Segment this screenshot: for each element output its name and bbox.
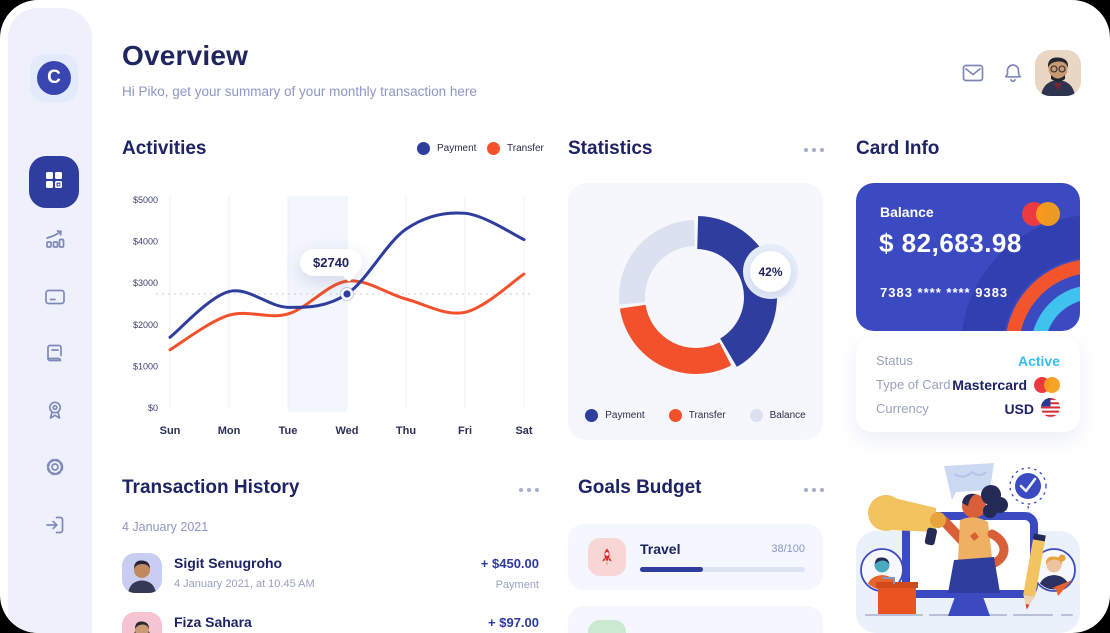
goal-item-travel[interactable]: Travel 38/100 (568, 524, 823, 590)
transaction-name: Sigit Senugroho (174, 555, 283, 571)
goal-item[interactable] (568, 606, 823, 633)
svg-text:$3000: $3000 (133, 278, 158, 288)
sidebar-item-analytics[interactable] (43, 228, 67, 252)
sidebar-item-invoices[interactable] (43, 341, 67, 365)
svg-text:$0: $0 (148, 403, 158, 413)
goals-title: Goals Budget (578, 477, 702, 498)
transactions-title: Transaction History (122, 477, 300, 498)
transaction-amount: + $97.00 (488, 615, 539, 630)
statistics-legend: Payment Transfer Balance (568, 409, 823, 422)
mail-icon[interactable] (961, 61, 985, 85)
transactions-menu-dots-icon[interactable] (515, 484, 543, 496)
transaction-amount: + $450.00 (480, 556, 539, 571)
balance-card[interactable]: Balance $ 82,683.98 7383 **** **** 9383 (856, 183, 1080, 331)
legend-item-payment: Payment (585, 409, 645, 422)
sidebar: C (8, 8, 92, 633)
transaction-row[interactable]: Fiza Sahara + $97.00 (122, 612, 539, 633)
transactions-date: 4 January 2021 (122, 520, 209, 534)
transaction-row[interactable]: Sigit Senugroho 4 January 2021, at 10.45… (122, 553, 539, 597)
activities-chart-svg: Sun Mon Tue Wed Thu Fri Sat $5000 $4000 $3000 $200… (133, 195, 534, 437)
currency-row: Currency USD (876, 397, 1060, 420)
chart-tooltip: $2740 (300, 249, 363, 276)
user-avatar[interactable] (1035, 50, 1081, 96)
goals-menu-dots-icon[interactable] (800, 484, 828, 496)
invoice-icon (43, 344, 67, 369)
page-subtitle: Hi Piko, get your summary of your monthl… (122, 84, 477, 99)
goal-label: Travel (640, 541, 681, 557)
balance-amount: $ 82,683.98 (879, 228, 1022, 258)
legend-item-balance: Balance (749, 409, 806, 422)
svg-text:Mon: Mon (218, 425, 241, 437)
activities-legend-payment: Payment (417, 142, 476, 155)
dashboard-grid-icon (43, 169, 65, 196)
svg-text:Fri: Fri (458, 425, 472, 437)
sidebar-item-rewards[interactable] (43, 398, 67, 422)
activities-line-chart[interactable]: Sun Mon Tue Wed Thu Fri Sat $5000 $4000 $3000 $200… (118, 186, 548, 442)
legend-item-transfer: Transfer (668, 409, 726, 422)
statistics-card: 42% Payment Transfer Balance (568, 183, 823, 440)
svg-text:$2000: $2000 (133, 320, 158, 330)
sidebar-item-logout[interactable] (43, 513, 67, 537)
card-info-title: Card Info (856, 138, 940, 159)
sidebar-item-dashboard[interactable] (29, 156, 79, 208)
goal-icon (588, 620, 626, 633)
status-row: Status Active (876, 352, 1060, 369)
svg-text:Wed: Wed (335, 425, 358, 437)
logout-icon (43, 516, 67, 541)
svg-text:Tue: Tue (279, 425, 298, 437)
activities-title: Activities (122, 138, 207, 159)
balance-label: Balance (880, 204, 934, 220)
settings-gear-icon (43, 458, 67, 483)
sidebar-item-settings[interactable] (43, 455, 67, 479)
analytics-icon (43, 230, 67, 256)
svg-text:$5000: $5000 (133, 195, 158, 205)
page-title: Overview (122, 40, 249, 71)
card-details-panel: Status Active Type of Card Mastercard Cu… (856, 337, 1080, 432)
usa-flag-icon (1041, 397, 1060, 420)
svg-text:$4000: $4000 (133, 237, 158, 247)
mastercard-small-icon (1034, 376, 1060, 393)
card-icon (43, 289, 67, 313)
rewards-badge-icon (43, 401, 67, 426)
marketing-illustration (856, 458, 1080, 633)
svg-text:$1000: $1000 (133, 361, 158, 371)
svg-text:Sat: Sat (515, 425, 532, 437)
transaction-time: 4 January 2021, at 10.45 AM (174, 578, 315, 590)
transaction-name: Fiza Sahara (174, 614, 252, 630)
transaction-avatar (122, 612, 162, 633)
statistics-menu-dots-icon[interactable] (800, 144, 828, 156)
app-logo[interactable]: C (30, 54, 78, 102)
mastercard-logo-icon (1022, 202, 1060, 226)
notification-bell-icon[interactable] (1001, 61, 1025, 85)
goal-progress-text: 38/100 (771, 543, 805, 555)
rocket-icon (588, 538, 626, 576)
statistics-donut-svg (619, 216, 777, 374)
card-type-row: Type of Card Mastercard (876, 374, 1060, 395)
activities-legend-transfer: Transfer (487, 142, 544, 155)
payment-legend-dot (417, 142, 430, 155)
svg-text:Sun: Sun (160, 425, 181, 437)
transfer-legend-dot (487, 142, 500, 155)
card-number: 7383 **** **** 9383 (880, 285, 1009, 300)
donut-percent-badge: 42% (750, 251, 791, 292)
statistics-title: Statistics (568, 138, 653, 159)
transaction-type: Payment (495, 579, 539, 591)
transaction-avatar (122, 553, 162, 593)
svg-text:Thu: Thu (396, 425, 416, 437)
goal-progress-bar (640, 567, 805, 572)
sidebar-item-cards[interactable] (43, 285, 67, 309)
status-badge: Active (1017, 352, 1060, 369)
logo-letter: C (37, 61, 71, 95)
